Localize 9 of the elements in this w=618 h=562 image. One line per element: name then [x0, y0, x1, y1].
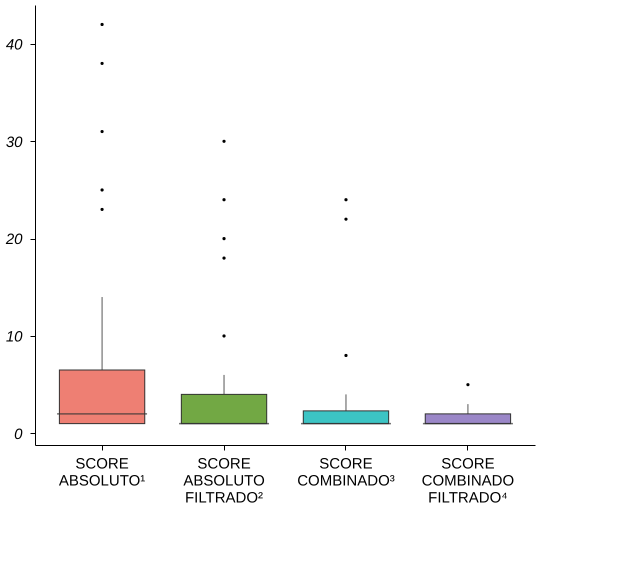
y-tick-label: 10	[6, 328, 24, 346]
y-tick-label: 0	[14, 426, 24, 443]
x-tick-label: SCORE ABSOLUTO¹	[58, 456, 146, 490]
y-tick-label: 30	[6, 134, 24, 151]
x-tick-label: SCORE ABSOLUTO FILTRADO²	[183, 456, 265, 506]
x-tick-label: SCORE COMBINADO³	[297, 456, 395, 490]
x-tick-label: SCORE COMBINADO FILTRADO⁴	[422, 456, 514, 506]
y-tick-label: 20	[4, 231, 24, 248]
y-tick-label: 40	[6, 36, 24, 54]
